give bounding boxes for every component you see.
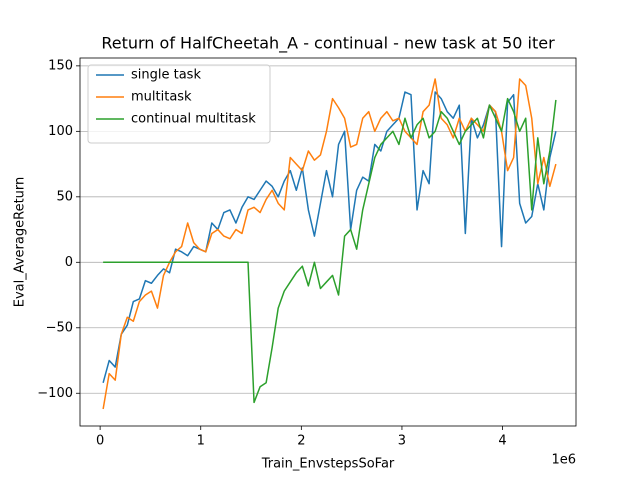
y-tick-label: 0 <box>65 255 73 270</box>
legend-label: multitask <box>131 90 192 105</box>
x-tick-label: 1 <box>197 434 205 449</box>
x-axis-label: Train_EnvstepsSoFar <box>261 457 395 472</box>
y-tick-label: −50 <box>46 320 73 335</box>
x-tick-label: 3 <box>398 434 406 449</box>
x-tick-label: 4 <box>498 434 506 449</box>
x-tick-label: 2 <box>297 434 305 449</box>
y-tick-label: 100 <box>48 124 73 139</box>
x-tick-label: 0 <box>96 434 104 449</box>
series-line <box>102 91 557 383</box>
legend-box <box>87 64 271 144</box>
legend-label: continual multitask <box>131 112 256 127</box>
legend-label: single task <box>131 68 201 83</box>
y-tick-label: −100 <box>37 386 73 401</box>
chart-title: Return of HalfCheetah_A - continual - ne… <box>101 34 555 54</box>
y-axis-label: Eval_AverageReturn <box>13 177 28 308</box>
plot-frame <box>79 57 577 427</box>
y-tick-label: 50 <box>56 189 73 204</box>
series-line <box>103 97 557 404</box>
y-tick-label: 150 <box>48 58 73 73</box>
x-scale-label: 1e6 <box>551 453 576 468</box>
